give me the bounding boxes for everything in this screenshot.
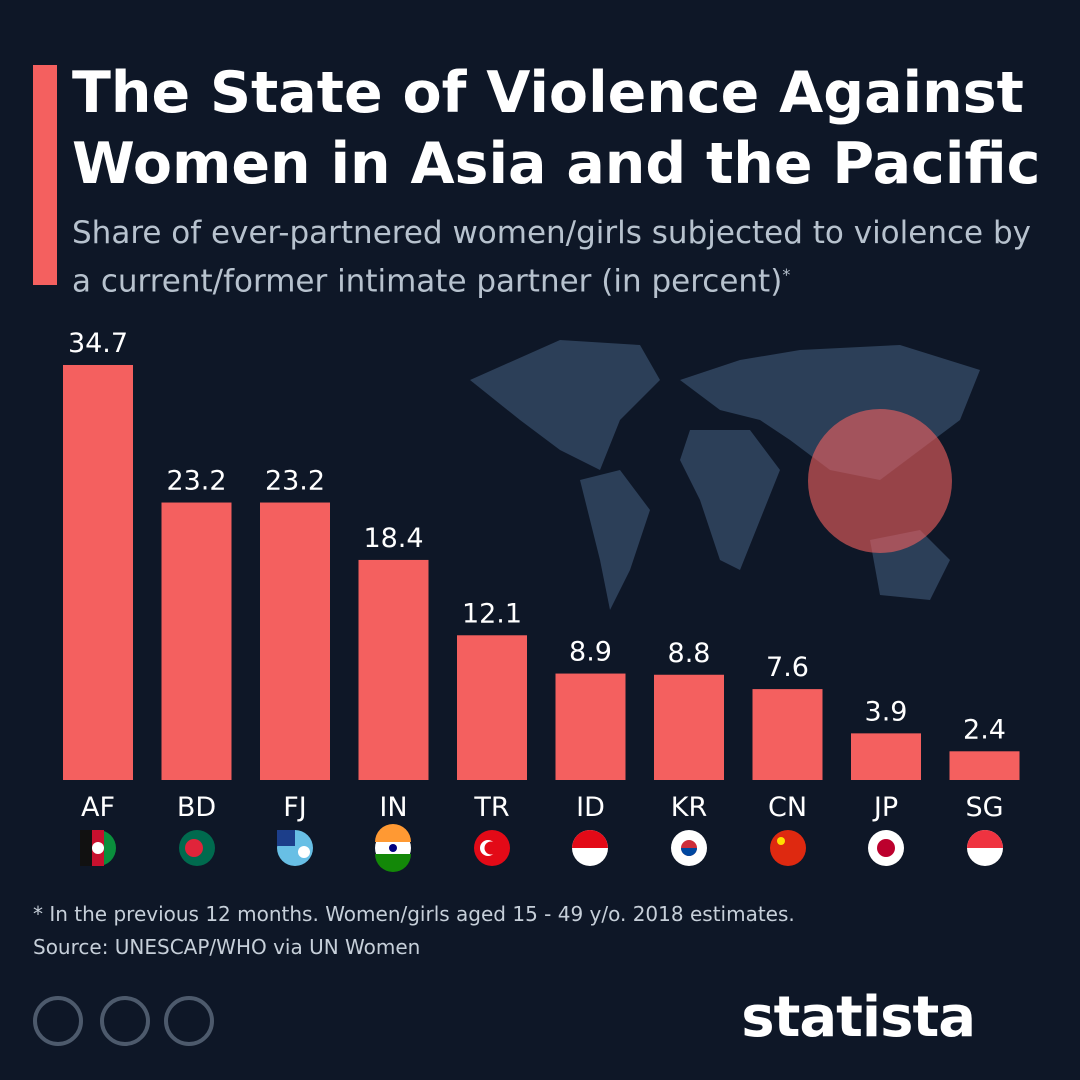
bar — [63, 364, 133, 780]
x-tick-label: IN — [379, 792, 407, 823]
chart-title: The State of Violence Against Women in A… — [72, 60, 1041, 197]
value-label: 12.1 — [462, 598, 522, 629]
x-tick-label: TR — [473, 792, 509, 823]
value-label: 23.2 — [166, 466, 226, 497]
bar — [555, 673, 626, 780]
value-label: 23.2 — [265, 466, 325, 497]
subtitle-mark: * — [782, 265, 791, 284]
subtitle-text: Share of ever-partnered women/girls subj… — [72, 215, 1031, 300]
x-tick-label: JP — [872, 792, 898, 823]
x-tick-label: BD — [177, 792, 216, 823]
flags — [80, 824, 1003, 872]
accent-bar — [33, 65, 57, 285]
bar — [752, 689, 823, 780]
chart-subtitle: Share of ever-partnered women/girls subj… — [72, 212, 1042, 302]
x-tick-label: KR — [671, 792, 707, 823]
value-label: 34.7 — [68, 328, 128, 359]
x-tick-label: ID — [576, 792, 605, 823]
value-label: 3.9 — [865, 696, 908, 727]
bar — [949, 751, 1020, 780]
bar — [851, 733, 921, 780]
value-label: 7.6 — [766, 652, 809, 683]
source: Source: UNESCAP/WHO via UN Women — [33, 935, 421, 959]
value-label: 8.8 — [668, 638, 711, 669]
bar — [457, 635, 527, 780]
bar — [654, 674, 724, 780]
brand-logo: statista — [741, 985, 976, 1050]
bar — [161, 502, 232, 780]
x-tick-label: AF — [81, 792, 115, 823]
x-tick-label: CN — [768, 792, 807, 823]
value-label: 18.4 — [363, 523, 423, 554]
note: * In the previous 12 months. Women/girls… — [33, 902, 795, 926]
value-label: 8.9 — [569, 637, 612, 668]
x-tick-label: FJ — [283, 792, 307, 823]
x-tick-label: SG — [965, 792, 1003, 823]
cc-icons — [33, 996, 214, 1046]
value-label: 2.4 — [963, 714, 1006, 745]
world-map — [470, 340, 980, 610]
bar — [358, 559, 429, 780]
bar — [260, 502, 330, 780]
